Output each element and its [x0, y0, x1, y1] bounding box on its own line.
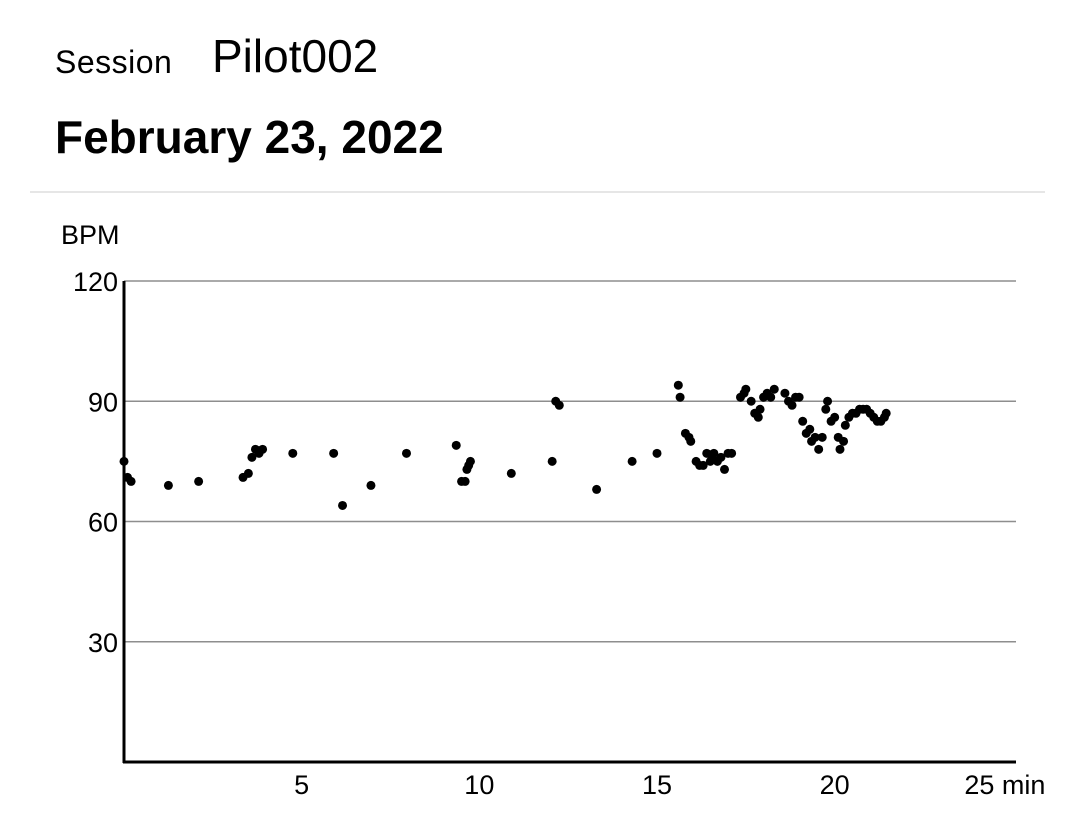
data-point-33: [686, 436, 696, 446]
data-point-16: [451, 440, 461, 450]
x-tick-label-15: 15: [642, 770, 672, 800]
data-point-2: [126, 476, 136, 486]
y-tick-label-120: 120: [73, 267, 118, 297]
data-point-3: [163, 480, 173, 490]
data-point-57: [780, 388, 790, 398]
data-point-15: [401, 448, 411, 458]
data-point-42: [716, 452, 726, 462]
y-tick-label-60: 60: [88, 508, 118, 538]
data-point-40: [709, 448, 719, 458]
data-point-67: [814, 444, 824, 454]
grid-lines: [124, 280, 1016, 643]
x-tick-label-20: 20: [820, 770, 850, 800]
header-divider: [30, 191, 1045, 193]
data-point-43: [720, 464, 730, 474]
x-tick-label-5: 5: [294, 770, 309, 800]
session-label: Session: [55, 44, 173, 80]
data-point-30: [675, 392, 685, 402]
data-point-22: [506, 468, 516, 478]
data-point-25: [554, 400, 564, 410]
data-point-55: [766, 392, 776, 402]
data-point-27: [627, 456, 637, 466]
data-point-62: [798, 416, 808, 426]
data-point-7: [247, 452, 257, 462]
axes: [122, 281, 1016, 764]
data-point-26: [592, 484, 602, 494]
x-tick-labels: 5 10 15 20 25 min: [294, 770, 1045, 800]
data-point-69: [821, 404, 831, 414]
x-tick-label-25: 25 min: [964, 770, 1045, 800]
data-point-61: [794, 392, 804, 402]
y-tick-label-90: 90: [88, 387, 118, 417]
data-point-56: [769, 384, 779, 394]
data-point-64: [805, 424, 815, 434]
data-point-12: [329, 448, 339, 458]
data-point-21: [465, 456, 475, 466]
data-point-48: [741, 384, 751, 394]
data-point-88: [881, 408, 891, 418]
data-point-74: [835, 444, 845, 454]
y-tick-label-30: 30: [88, 628, 118, 658]
data-point-0: [119, 456, 129, 466]
data-point-10: [258, 444, 268, 454]
data-point-72: [830, 412, 840, 422]
data-point-52: [755, 404, 765, 414]
data-point-18: [460, 476, 470, 486]
y-tick-labels: 30 60 90 120: [73, 267, 118, 658]
data-point-13: [338, 500, 348, 510]
data-point-11: [288, 448, 298, 458]
data-point-4: [194, 476, 204, 486]
data-point-29: [673, 380, 683, 390]
data-point-14: [366, 480, 376, 490]
data-point-28: [652, 448, 662, 458]
data-point-76: [840, 420, 850, 430]
data-point-23: [547, 456, 557, 466]
data-point-59: [787, 400, 797, 410]
data-points: [119, 380, 891, 510]
y-axis-label: BPM: [61, 220, 120, 250]
data-point-70: [823, 396, 833, 406]
data-point-66: [810, 432, 820, 442]
x-tick-label-10: 10: [464, 770, 494, 800]
data-point-36: [698, 460, 708, 470]
session-date: February 23, 2022: [55, 111, 444, 163]
data-point-75: [839, 436, 849, 446]
data-point-49: [746, 396, 756, 406]
data-point-45: [727, 448, 737, 458]
data-point-6: [243, 468, 253, 478]
data-point-51: [753, 412, 763, 422]
session-name: Pilot002: [212, 30, 379, 82]
data-point-68: [817, 432, 827, 442]
